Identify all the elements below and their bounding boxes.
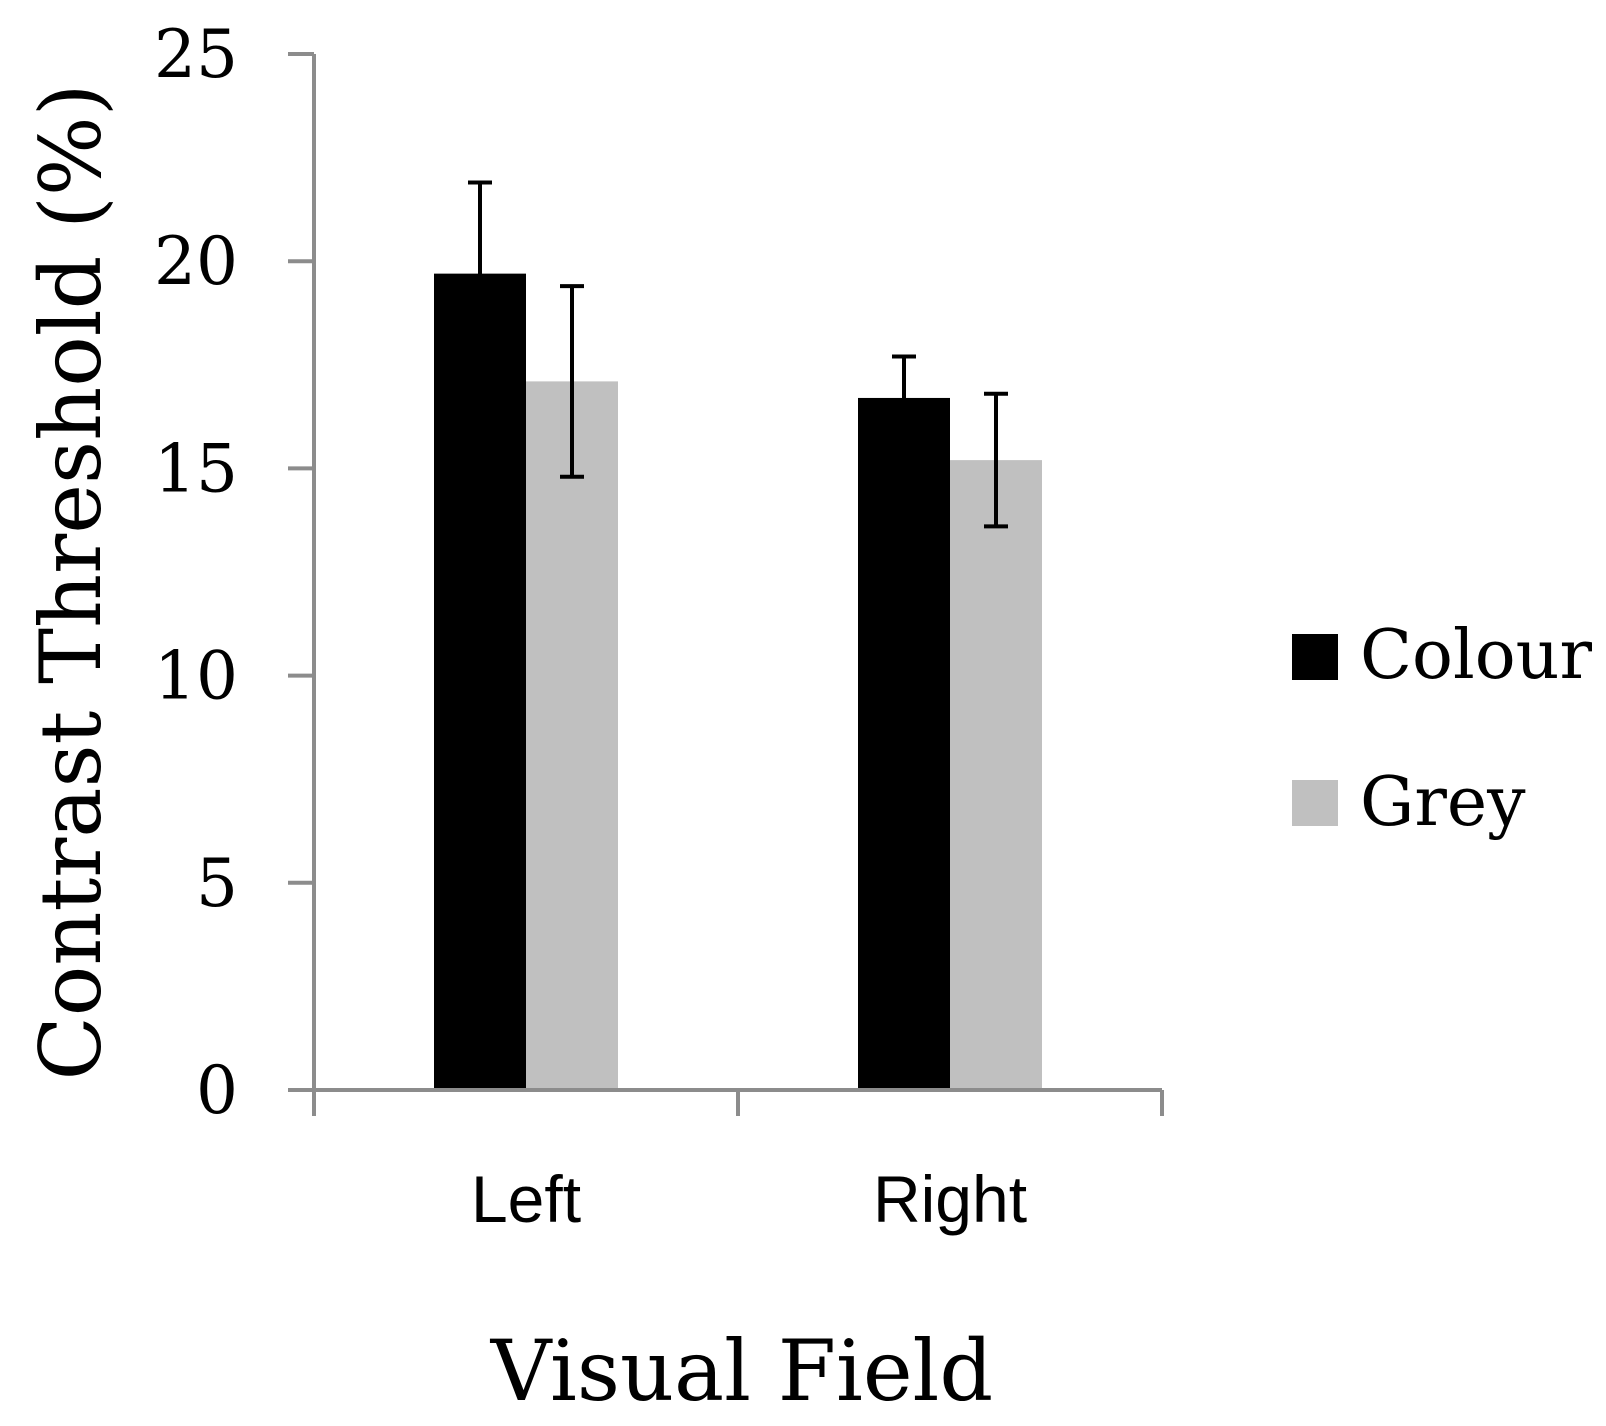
y-axis-title: Contrast Threshold (%) bbox=[22, 84, 120, 1081]
legend-label-grey: Grey bbox=[1360, 763, 1526, 842]
error-bar-grey-right bbox=[984, 391, 1008, 529]
bar-grey-right bbox=[950, 460, 1042, 1090]
x-tick-label: Right bbox=[873, 1162, 1027, 1236]
y-axis-ticks: 0 5 10 15 20 25 bbox=[154, 16, 314, 1129]
error-bars bbox=[468, 180, 1008, 529]
bar-colour-right bbox=[858, 397, 950, 1090]
y-tick-label: 15 bbox=[154, 430, 238, 507]
y-tick-label: 25 bbox=[154, 16, 238, 93]
legend-label-colour: Colour bbox=[1360, 616, 1592, 695]
bars bbox=[434, 273, 1042, 1091]
error-bar-grey-left bbox=[560, 284, 584, 479]
error-bar-colour-left bbox=[468, 180, 492, 367]
x-axis-title: Visual Field bbox=[490, 1322, 993, 1420]
y-tick-label: 20 bbox=[154, 223, 238, 300]
bar-grey-left bbox=[526, 381, 618, 1091]
legend: Colour Grey bbox=[1292, 616, 1592, 842]
x-tick-label: Left bbox=[471, 1162, 581, 1236]
legend-swatch-grey bbox=[1292, 780, 1338, 826]
legend-swatch-colour bbox=[1292, 634, 1338, 680]
x-axis-ticks: Left Right bbox=[312, 1090, 1164, 1236]
y-tick-label: 10 bbox=[154, 638, 238, 715]
y-tick-label: 5 bbox=[196, 845, 238, 922]
error-bar-colour-right bbox=[892, 354, 916, 442]
bar-colour-left bbox=[434, 273, 526, 1091]
axes bbox=[288, 54, 1162, 1092]
y-tick-label: 0 bbox=[196, 1052, 238, 1129]
